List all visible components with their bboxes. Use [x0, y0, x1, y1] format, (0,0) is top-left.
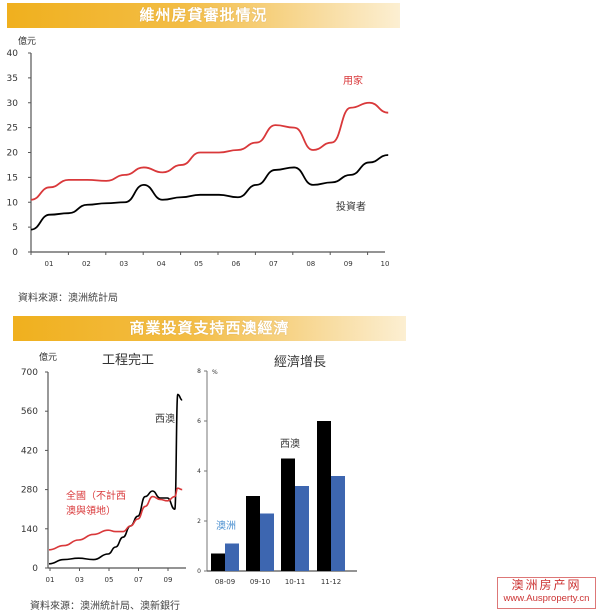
y-tick-label: 20: [7, 149, 19, 159]
watermark-logo: 澳洲房产网 www.Ausproperty.cn: [497, 577, 596, 609]
section2-banner: 商業投資支持西澳經濟: [13, 316, 406, 341]
x-tick-label: 07: [269, 260, 278, 268]
x-tick-label: 10: [381, 260, 390, 268]
y-tick-label: 700: [21, 368, 38, 378]
bar: [281, 458, 295, 571]
construction-completed-line-chart: 0 140 280 420 560 700 01 03 05 07 09 億元 工程完工西澳全國（不計西…: [21, 351, 186, 584]
section2-source: 資料來源：澳洲統計局、澳新銀行: [30, 601, 180, 612]
x-tick-label: 01: [46, 576, 55, 584]
x-tick-label: 03: [75, 576, 84, 584]
x-tick-label: 09-10: [250, 578, 270, 586]
x-tick-label: 11-12: [321, 578, 341, 586]
x-tick-label: 05: [105, 576, 114, 584]
y-tick-label: 4: [197, 468, 201, 475]
section1-banner: 維州房貸審批情況: [7, 3, 400, 28]
section1-title: 維州房貸審批情況: [139, 6, 268, 24]
x-tick-label: 08-09: [215, 578, 235, 586]
section1-source: 資料來源：澳洲統計局: [18, 293, 118, 304]
watermark-url: www.Ausproperty.cn: [503, 593, 590, 604]
x-tick-label: 09: [344, 260, 353, 268]
bar: [260, 513, 274, 571]
label-investor: 投資者: [336, 200, 366, 213]
series-line: [48, 487, 183, 551]
x-tick-label: 04: [157, 260, 166, 268]
y-tick-label: 10: [7, 198, 19, 208]
y-axis-unit: %: [212, 369, 218, 376]
x-tick-label: 10-11: [285, 578, 305, 586]
y-axis-unit: 億元: [39, 351, 57, 363]
y-tick-label: 30: [7, 99, 19, 109]
y-tick-label: 2: [197, 518, 201, 525]
bar: [246, 496, 260, 571]
y-tick-label: 140: [21, 525, 38, 535]
bar: [211, 553, 225, 571]
label-wa: 西澳: [280, 437, 300, 450]
y-tick-label: 25: [7, 124, 18, 134]
y-axis-unit: 億元: [18, 35, 36, 47]
x-tick-label: 03: [119, 260, 128, 268]
chart-title: 經濟增長: [274, 354, 326, 370]
y-tick-label: 0: [12, 248, 18, 258]
y-tick-label: 0: [197, 568, 201, 575]
x-tick-label: 06: [232, 260, 241, 268]
bar: [331, 476, 345, 571]
label-national-2: 澳與領地）: [66, 504, 116, 517]
label-owner-occupier: 用家: [343, 74, 363, 87]
x-tick-label: 09: [164, 576, 173, 584]
x-tick-label: 08: [306, 260, 315, 268]
y-tick-label: 8: [197, 368, 201, 375]
y-tick-label: 560: [21, 407, 38, 417]
label-australia: 澳洲: [216, 519, 236, 532]
bar: [295, 486, 309, 571]
y-tick-label: 40: [7, 49, 19, 59]
chart-title: 工程完工: [102, 353, 154, 368]
bar: [317, 421, 331, 571]
label-wa: 西澳: [155, 412, 175, 425]
y-tick-label: 280: [21, 486, 38, 496]
y-tick-label: 0: [32, 564, 38, 574]
bar: [225, 543, 239, 571]
section2-title: 商業投資支持西澳經濟: [129, 319, 290, 337]
y-tick-label: 6: [197, 418, 201, 425]
series-line: [30, 154, 389, 231]
x-tick-label: 05: [194, 260, 203, 268]
series-line: [30, 101, 389, 201]
y-tick-label: 5: [12, 223, 18, 233]
y-tick-label: 35: [7, 74, 18, 84]
x-tick-label: 02: [82, 260, 91, 268]
x-tick-label: 07: [134, 576, 143, 584]
label-national: 全國（不計西: [66, 489, 126, 502]
x-tick-label: 01: [45, 260, 54, 268]
series-line: [48, 393, 183, 565]
y-tick-label: 420: [21, 446, 38, 456]
watermark-name: 澳洲房产网: [511, 578, 582, 592]
y-tick-label: 15: [7, 173, 18, 183]
